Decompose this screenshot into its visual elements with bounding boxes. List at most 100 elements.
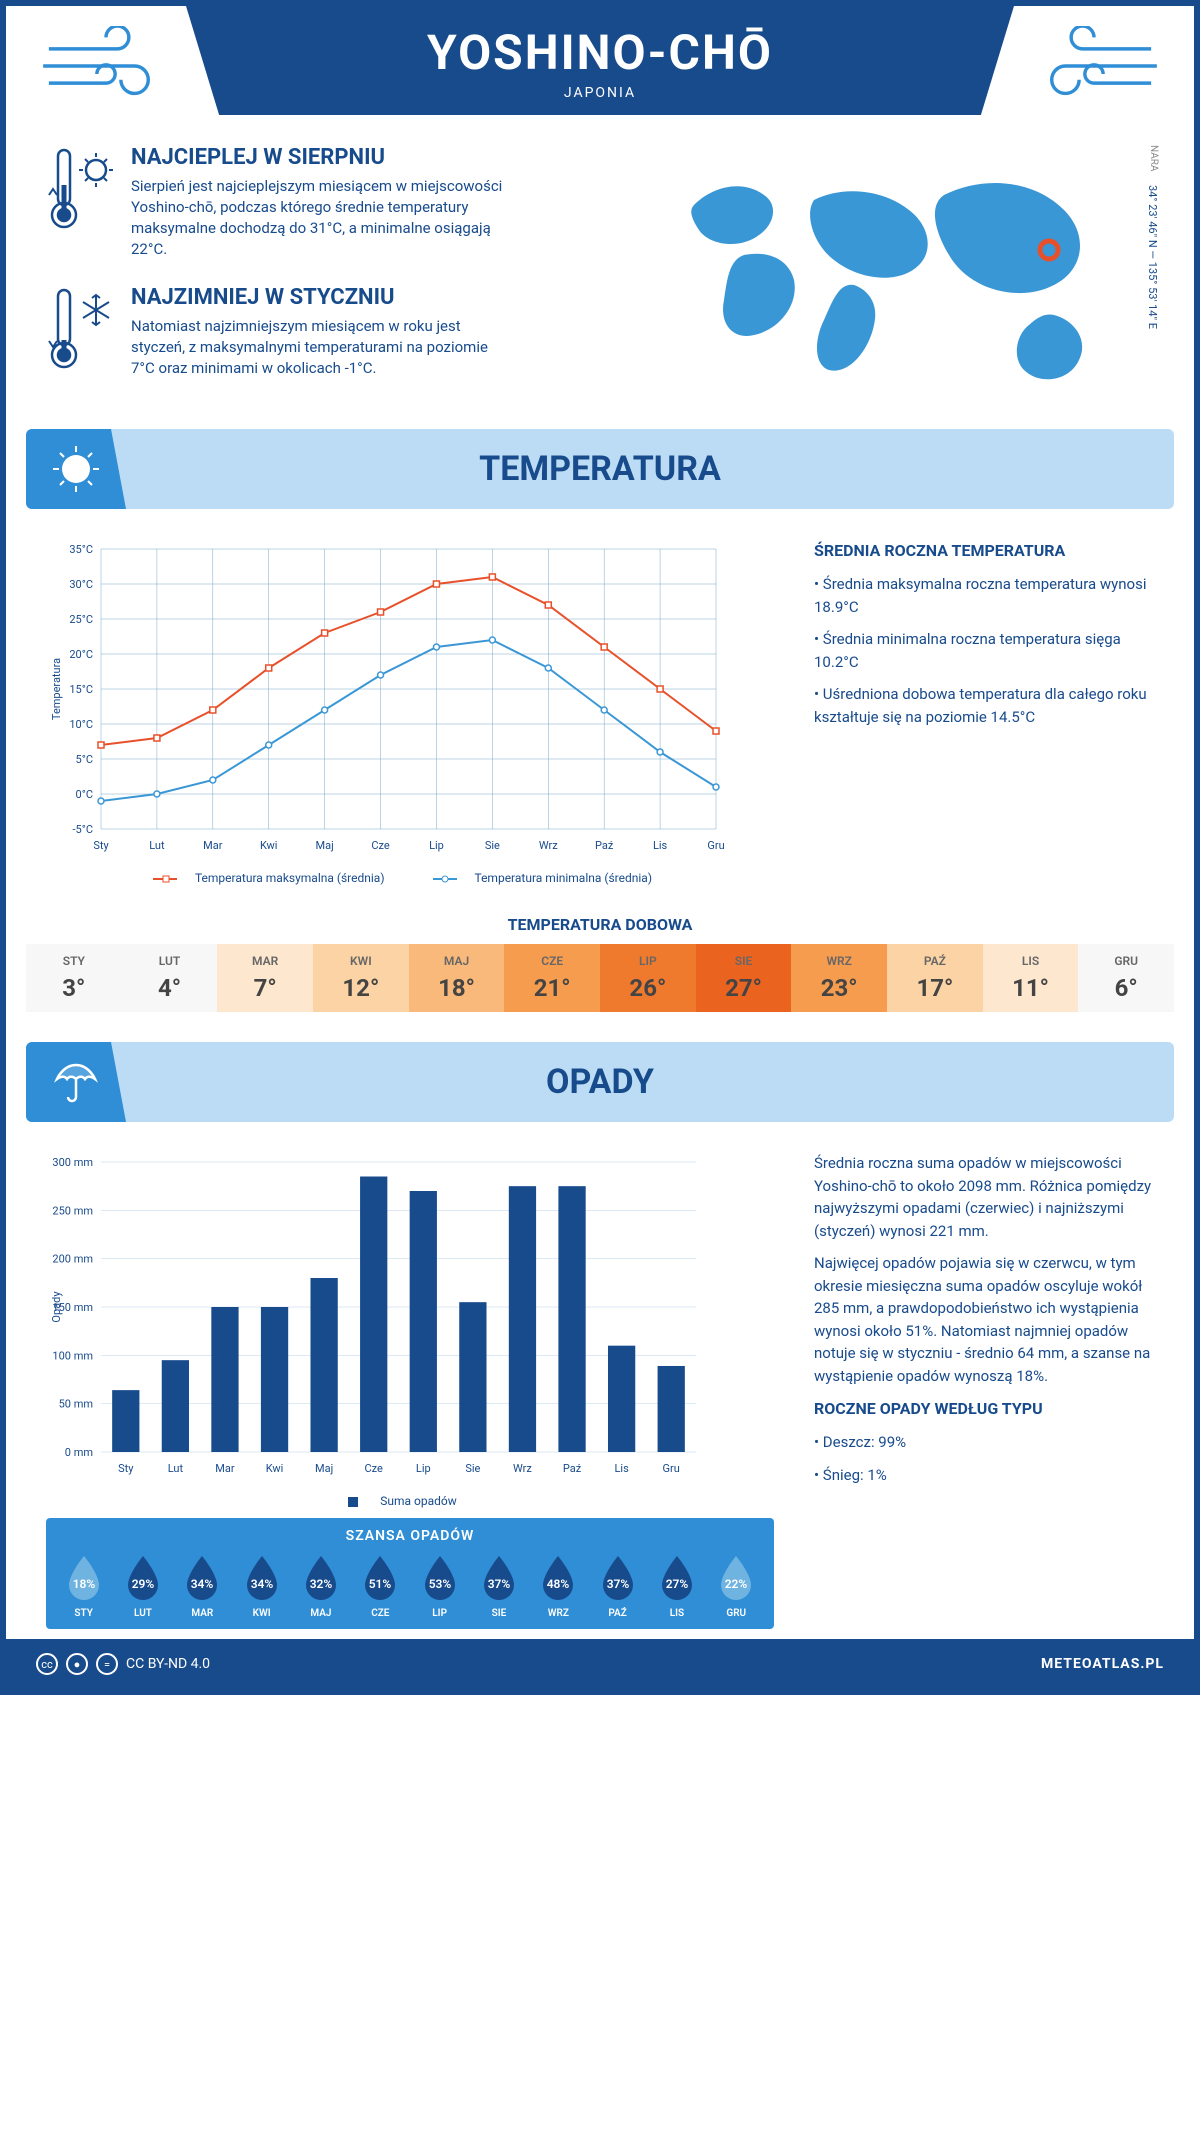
sun-icon (26, 429, 126, 509)
svg-text:37%: 37% (606, 1577, 629, 1591)
temp-side-b1: • Średnia maksymalna roczna temperatura … (814, 573, 1154, 618)
thermometer-hot-icon (46, 145, 116, 235)
section-header-precipitation: OPADY (26, 1042, 1174, 1122)
svg-text:Maj: Maj (315, 1462, 333, 1475)
daily-temp-cell: CZE21° (504, 944, 600, 1012)
umbrella-icon (26, 1042, 126, 1122)
by-icon: ● (66, 1653, 88, 1675)
svg-text:10°C: 10°C (69, 718, 93, 731)
page-subtitle: JAPONIA (186, 85, 1014, 101)
precip-chance-drop: 34%MAR (173, 1552, 232, 1619)
region-label: NARA (1148, 145, 1159, 171)
svg-text:Wrz: Wrz (513, 1462, 532, 1475)
precipitation-summary: Średnia roczna suma opadów w miejscowośc… (814, 1152, 1154, 1629)
svg-text:25°C: 25°C (69, 613, 93, 626)
nd-icon: = (96, 1653, 118, 1675)
world-map: NARA 34° 23' 46" N — 135° 53' 14" E (654, 145, 1154, 409)
svg-text:250 mm: 250 mm (52, 1204, 93, 1217)
precip-p1: Średnia roczna suma opadów w miejscowośc… (814, 1152, 1154, 1242)
temp-side-b3: • Uśredniona dobowa temperatura dla całe… (814, 683, 1154, 728)
legend-min: Temperatura minimalna (średnia) (474, 871, 652, 885)
svg-text:Maj: Maj (316, 839, 334, 852)
svg-text:32%: 32% (310, 1577, 333, 1591)
svg-text:Temperatura: Temperatura (50, 658, 63, 720)
site-name: METEOATLAS.PL (1041, 1656, 1164, 1672)
svg-text:29%: 29% (132, 1577, 155, 1591)
svg-text:Kwi: Kwi (260, 839, 278, 852)
temp-side-b2: • Średnia minimalna roczna temperatura s… (814, 628, 1154, 673)
svg-text:0 mm: 0 mm (65, 1446, 93, 1459)
fact-hot-title: NAJCIEPLEJ W SIERPNIU (131, 145, 511, 170)
fact-hot-text: Sierpień jest najcieplejszym miesiącem w… (131, 176, 511, 260)
svg-text:Lip: Lip (429, 839, 444, 852)
license-text: CC BY-ND 4.0 (126, 1656, 210, 1672)
svg-text:Lut: Lut (149, 839, 165, 852)
precip-chance-drop: 37%SIE (469, 1552, 528, 1619)
svg-text:Lis: Lis (653, 839, 668, 852)
svg-text:Sie: Sie (485, 839, 500, 852)
precipitation-chart: 0 mm50 mm100 mm150 mm200 mm250 mm300 mmS… (46, 1152, 774, 1629)
svg-text:51%: 51% (369, 1577, 392, 1591)
map-svg (654, 145, 1154, 405)
precip-chance-drop: 37%PAŹ (588, 1552, 647, 1619)
svg-text:Lip: Lip (416, 1462, 431, 1475)
svg-text:Mar: Mar (215, 1462, 235, 1475)
fact-hot: NAJCIEPLEJ W SIERPNIU Sierpień jest najc… (46, 145, 624, 260)
wind-icon (1024, 26, 1164, 106)
svg-text:Cze: Cze (365, 1462, 384, 1475)
svg-text:Gru: Gru (707, 839, 724, 852)
precip-chance-drop: 29%LUT (113, 1552, 172, 1619)
daily-temp-cell: KWI12° (313, 944, 409, 1012)
svg-text:5°C: 5°C (76, 753, 93, 766)
temperature-summary: ŚREDNIA ROCZNA TEMPERATURA • Średnia mak… (814, 539, 1154, 885)
svg-text:53%: 53% (428, 1577, 451, 1591)
precip-chance-drop: 27%LIS (647, 1552, 706, 1619)
fact-cold-title: NAJZIMNIEJ W STYCZNIU (131, 285, 511, 310)
svg-text:Mar: Mar (203, 839, 223, 852)
daily-temp-cell: LUT4° (122, 944, 218, 1012)
daily-temp-cell: LIS11° (983, 944, 1079, 1012)
cc-icon: cc (36, 1653, 58, 1675)
legend-precip: Suma opadów (380, 1494, 457, 1508)
precip-chance-drop: 48%WRZ (529, 1552, 588, 1619)
svg-text:35°C: 35°C (69, 543, 93, 556)
svg-text:18%: 18% (72, 1577, 95, 1591)
daily-temp-cell: PAŹ17° (887, 944, 983, 1012)
fact-cold-text: Natomiast najzimniejszym miesiącem w rok… (131, 316, 511, 379)
svg-text:34%: 34% (250, 1577, 273, 1591)
daily-temp-cell: MAJ18° (409, 944, 505, 1012)
daily-temp-cell: STY3° (26, 944, 122, 1012)
fact-cold: NAJZIMNIEJ W STYCZNIU Natomiast najzimni… (46, 285, 624, 379)
precip-chance-drop: 18%STY (54, 1552, 113, 1619)
svg-text:Paź: Paź (595, 839, 614, 852)
svg-text:Lut: Lut (168, 1462, 184, 1475)
precip-b2: • Śnieg: 1% (814, 1464, 1154, 1487)
precip-chance-panel: SZANSA OPADÓW 18%STY29%LUT34%MAR34%KWI32… (46, 1518, 774, 1629)
svg-text:Gru: Gru (663, 1462, 680, 1475)
svg-text:Sty: Sty (93, 839, 109, 852)
precip-p2: Najwięcej opadów pojawia się w czerwcu, … (814, 1252, 1154, 1387)
svg-text:34%: 34% (191, 1577, 214, 1591)
svg-text:100 mm: 100 mm (52, 1349, 93, 1362)
daily-temp-table: STY3°LUT4°MAR7°KWI12°MAJ18°CZE21°LIP26°S… (26, 944, 1174, 1012)
svg-text:48%: 48% (547, 1577, 570, 1591)
svg-text:Sie: Sie (465, 1462, 480, 1475)
precip-type-heading: ROCZNE OPADY WEDŁUG TYPU (814, 1397, 1154, 1421)
daily-temp-cell: SIE27° (696, 944, 792, 1012)
precip-chance-drop: 22%GRU (707, 1552, 766, 1619)
legend-max: Temperatura maksymalna (średnia) (195, 871, 385, 885)
svg-text:Sty: Sty (118, 1462, 134, 1475)
precip-chance-drop: 34%KWI (232, 1552, 291, 1619)
svg-text:300 mm: 300 mm (52, 1156, 93, 1169)
temperature-chart: -5°C0°C5°C10°C15°C20°C25°C30°C35°CStyLut… (46, 539, 774, 885)
section-header-temperature: TEMPERATURA (26, 429, 1174, 509)
precip-chance-drop: 53%LIP (410, 1552, 469, 1619)
svg-text:27%: 27% (666, 1577, 689, 1591)
svg-text:15°C: 15°C (69, 683, 93, 696)
svg-text:Cze: Cze (371, 839, 390, 852)
svg-text:50 mm: 50 mm (59, 1398, 93, 1411)
svg-text:-5°C: -5°C (73, 823, 94, 836)
svg-text:Wrz: Wrz (539, 839, 558, 852)
daily-temp-cell: MAR7° (217, 944, 313, 1012)
precip-chance-drop: 32%MAJ (291, 1552, 350, 1619)
